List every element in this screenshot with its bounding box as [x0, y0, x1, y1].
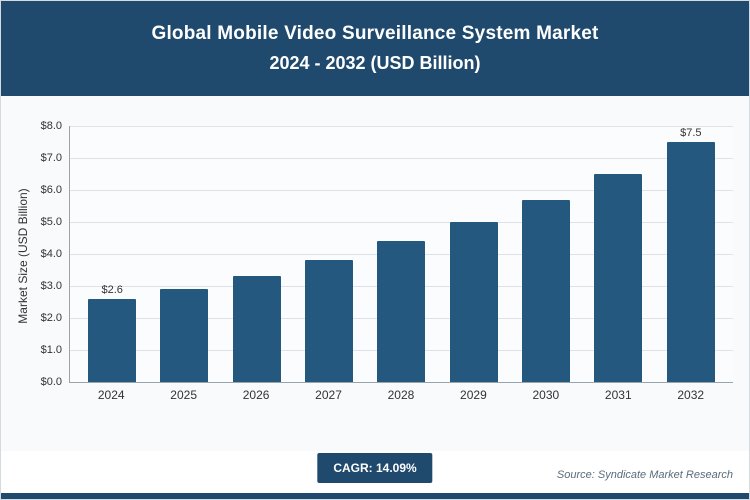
y-tick-label: $7.0 — [40, 152, 62, 164]
bar — [666, 142, 715, 382]
x-tick-label: 2024 — [97, 388, 125, 402]
bar — [594, 174, 643, 382]
gridline — [70, 190, 733, 191]
bar-group — [510, 126, 582, 382]
bar-value-label: $2.6 — [101, 283, 123, 296]
y-tick-label: $6.0 — [40, 184, 62, 196]
bar — [449, 222, 498, 382]
bar-value-label: $7.5 — [680, 127, 702, 139]
bar-group: $7.5 — [655, 126, 727, 382]
chart-header: Global Mobile Video Surveillance System … — [1, 1, 749, 96]
bar-series: $2.6 $7.5 — [70, 126, 733, 382]
y-tick-label: $5.0 — [40, 216, 62, 228]
bar — [522, 199, 571, 382]
chart-area: Market Size (USD Billion) $0.0 $1.0 $2.0 $3… — [1, 96, 749, 451]
y-tick-label: $2.0 — [40, 312, 62, 324]
y-tick-label: $0.0 — [40, 376, 62, 388]
bar — [232, 276, 281, 382]
bottom-accent-bar — [1, 493, 749, 499]
bar — [160, 289, 209, 382]
y-tick-label: $1.0 — [40, 344, 62, 356]
bar — [305, 260, 354, 382]
bar-group: $2.6 — [76, 126, 148, 382]
cagr-badge: CAGR: 14.09% — [317, 453, 433, 483]
y-tick-label: $3.0 — [40, 280, 62, 292]
gridline — [70, 126, 733, 127]
bar-group — [438, 126, 510, 382]
bar — [377, 241, 426, 382]
y-tick-label: $4.0 — [40, 248, 62, 260]
x-tick-label: 2028 — [387, 388, 415, 402]
bar — [88, 298, 137, 382]
x-axis-ticks: 2024 2025 2026 2027 2028 2029 2030 2031 2032 — [69, 388, 733, 402]
x-tick-label: 2026 — [242, 388, 270, 402]
x-tick-label: 2027 — [315, 388, 342, 402]
bar-group — [365, 126, 437, 382]
bar-group — [221, 126, 293, 382]
x-tick-label: 2031 — [604, 388, 632, 402]
plot-area: $0.0 $1.0 $2.0 $3.0 $4.0 $5.0 $6.0 $7.0 $8.0 $2.… — [41, 120, 733, 388]
y-tick-label: $8.0 — [40, 120, 62, 132]
chart-subtitle: 2024 - 2032 (USD Billion) — [269, 53, 481, 73]
chart-title: Global Mobile Video Surveillance System … — [151, 23, 599, 44]
x-tick-label: 2030 — [532, 388, 560, 402]
source-text: Source: Syndicate Market Research — [556, 469, 733, 481]
gridline — [70, 158, 733, 159]
bar-group — [582, 126, 654, 382]
x-tick-label: 2025 — [170, 388, 197, 402]
gridline — [70, 222, 733, 223]
bar-group — [148, 126, 220, 382]
x-tick-label: 2029 — [460, 388, 487, 402]
x-tick-label: 2032 — [677, 388, 705, 402]
bar-group — [293, 126, 365, 382]
